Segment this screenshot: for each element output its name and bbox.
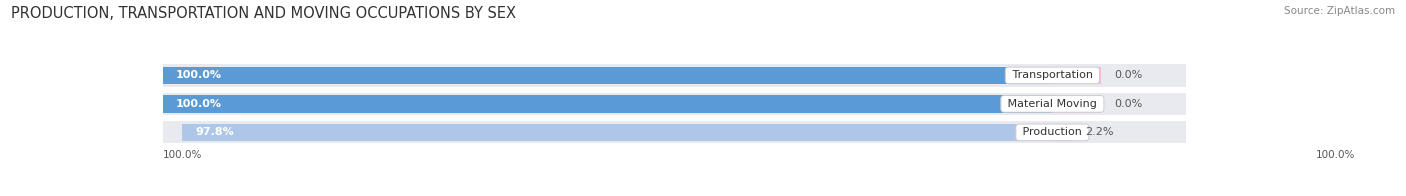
Text: 0.0%: 0.0%	[1115, 70, 1143, 80]
Text: 100.0%: 100.0%	[176, 99, 222, 109]
Text: Material Moving: Material Moving	[1004, 99, 1101, 109]
Text: Source: ZipAtlas.com: Source: ZipAtlas.com	[1284, 6, 1395, 16]
Bar	[163, 67, 1052, 84]
Text: 100.0%: 100.0%	[1316, 150, 1355, 160]
Bar	[163, 93, 1185, 115]
Text: 0.0%: 0.0%	[1115, 99, 1143, 109]
Bar	[163, 121, 1185, 143]
Bar	[183, 123, 1052, 141]
Text: PRODUCTION, TRANSPORTATION AND MOVING OCCUPATIONS BY SEX: PRODUCTION, TRANSPORTATION AND MOVING OC…	[11, 6, 516, 21]
Bar	[1052, 123, 1071, 141]
Bar	[163, 64, 1185, 86]
Text: 100.0%: 100.0%	[176, 70, 222, 80]
Bar	[1052, 67, 1101, 84]
Text: 2.2%: 2.2%	[1085, 127, 1114, 137]
Bar	[163, 95, 1052, 113]
Bar	[1052, 95, 1101, 113]
Text: 100.0%: 100.0%	[163, 150, 202, 160]
Text: 97.8%: 97.8%	[195, 127, 235, 137]
Legend: Male, Female: Male, Female	[666, 195, 789, 196]
Text: Transportation: Transportation	[1008, 70, 1097, 80]
Text: Production: Production	[1019, 127, 1085, 137]
